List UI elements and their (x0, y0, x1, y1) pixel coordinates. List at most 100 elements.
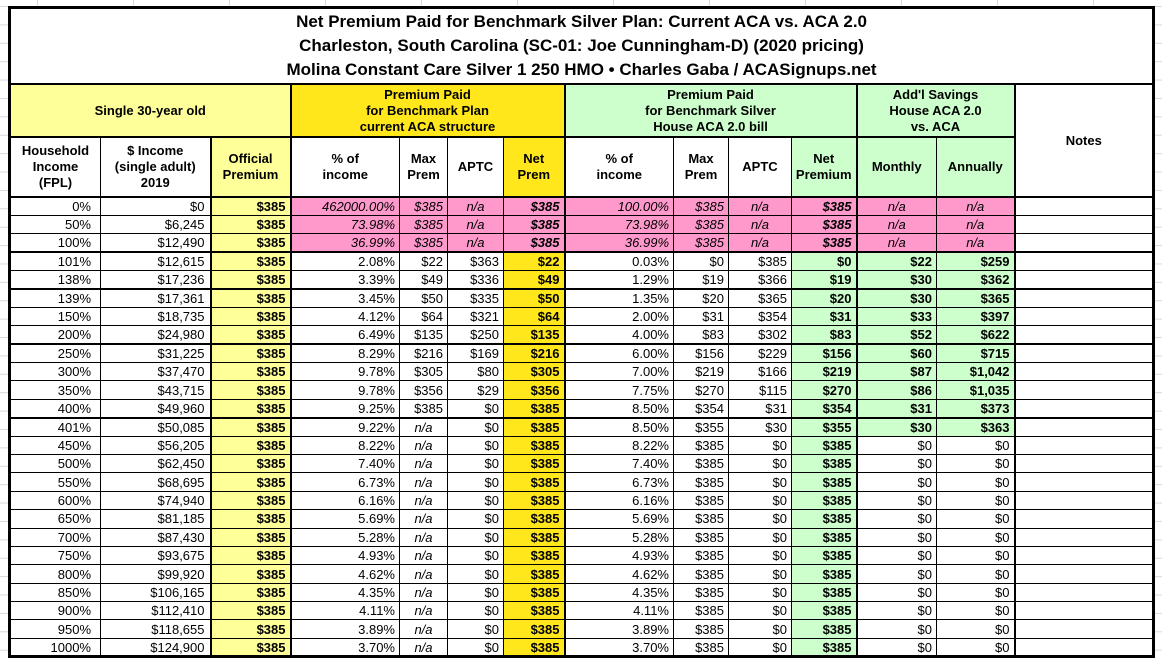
cell-official[interactable]: $385 (209, 398, 291, 419)
cell-note[interactable] (1013, 435, 1155, 455)
cell-b-aptc[interactable]: n/a (728, 214, 792, 235)
cell-a-pct[interactable]: 6.16% (289, 490, 400, 511)
cell-income[interactable]: $12,490 (100, 233, 211, 254)
cell-note[interactable] (1013, 564, 1155, 584)
cell-income[interactable]: $18,735 (100, 306, 211, 327)
cell-b-aptc[interactable]: $0 (728, 490, 792, 511)
cell-fpl[interactable]: 1000% (9, 637, 101, 658)
cell-fpl[interactable]: 101% (9, 251, 101, 272)
cell-b-aptc[interactable]: $0 (728, 564, 792, 584)
col-header-fpl[interactable]: Household Income (FPL) (9, 136, 101, 198)
cell-official[interactable]: $385 (209, 343, 291, 364)
cell-monthly[interactable]: $52 (855, 325, 937, 346)
cell-a-pct[interactable]: 3.89% (289, 619, 400, 639)
cell-monthly[interactable]: $31 (855, 398, 937, 419)
cell-a-net[interactable]: $385 (503, 509, 565, 529)
cell-b-aptc[interactable]: n/a (728, 233, 792, 254)
cell-annually[interactable]: $0 (936, 527, 1015, 547)
cell-a-pct[interactable]: 3.39% (289, 270, 400, 290)
cell-fpl[interactable]: 139% (9, 288, 101, 308)
cell-b-net[interactable]: $385 (791, 637, 857, 658)
cell-b-net[interactable]: $385 (791, 472, 857, 492)
cell-income[interactable]: $49,960 (100, 398, 211, 419)
cell-income[interactable]: $118,655 (100, 619, 211, 639)
cell-b-max[interactable]: $385 (673, 545, 729, 566)
cell-b-aptc[interactable]: $0 (728, 509, 792, 529)
cell-monthly[interactable]: $0 (855, 545, 937, 566)
cell-a-pct[interactable]: 8.29% (289, 343, 400, 364)
cell-fpl[interactable]: 550% (9, 472, 101, 492)
cell-income[interactable]: $17,236 (100, 270, 211, 290)
cell-a-max[interactable]: $385 (399, 233, 448, 254)
cell-a-net[interactable]: $385 (503, 472, 565, 492)
cell-b-net[interactable]: $0 (791, 251, 857, 272)
cell-a-max[interactable]: n/a (399, 472, 448, 492)
cell-b-aptc[interactable]: $229 (728, 343, 792, 364)
cell-annually[interactable]: $0 (936, 435, 1015, 455)
cell-a-net[interactable]: $135 (503, 325, 565, 346)
cell-a-aptc[interactable]: $363 (447, 251, 504, 272)
cell-fpl[interactable]: 600% (9, 490, 101, 511)
cell-note[interactable] (1013, 325, 1155, 346)
cell-b-pct[interactable]: 3.89% (563, 619, 674, 639)
cell-b-net[interactable]: $385 (791, 619, 857, 639)
cell-b-pct[interactable]: 6.16% (563, 490, 674, 511)
cell-a-pct[interactable]: 5.69% (289, 509, 400, 529)
cell-b-max[interactable]: $20 (673, 288, 729, 308)
cell-monthly[interactable]: $0 (855, 601, 937, 621)
cell-b-pct[interactable]: 2.00% (563, 306, 674, 327)
cell-b-aptc[interactable]: n/a (728, 196, 792, 216)
cell-b-aptc[interactable]: $302 (728, 325, 792, 346)
cell-a-aptc[interactable]: $0 (447, 619, 504, 639)
cell-official[interactable]: $385 (209, 509, 291, 529)
cell-b-net[interactable]: $385 (791, 545, 857, 566)
cell-income[interactable]: $81,185 (100, 509, 211, 529)
cell-b-max[interactable]: $385 (673, 233, 729, 254)
cell-a-max[interactable]: n/a (399, 417, 448, 437)
cell-fpl[interactable]: 900% (9, 601, 101, 621)
cell-note[interactable] (1013, 601, 1155, 621)
cell-a-pct[interactable]: 4.35% (289, 582, 400, 603)
cell-a-net[interactable]: $216 (503, 343, 565, 364)
cell-annually[interactable]: $362 (936, 270, 1015, 290)
cell-a-aptc[interactable]: $0 (447, 472, 504, 492)
cell-annually[interactable]: $365 (936, 288, 1015, 308)
cell-monthly[interactable]: $30 (855, 288, 937, 308)
cell-note[interactable] (1013, 398, 1155, 419)
cell-a-max[interactable]: $356 (399, 380, 448, 400)
cell-b-net[interactable]: $354 (791, 398, 857, 419)
cell-a-aptc[interactable]: n/a (447, 233, 504, 254)
cell-monthly[interactable]: $0 (855, 582, 937, 603)
cell-a-pct[interactable]: 8.22% (289, 435, 400, 455)
cell-a-net[interactable]: $385 (503, 527, 565, 547)
cell-b-max[interactable]: $385 (673, 453, 729, 474)
cell-income[interactable]: $31,225 (100, 343, 211, 364)
cell-b-aptc[interactable]: $0 (728, 637, 792, 658)
table-title-cell[interactable]: Net Premium Paid for Benchmark Silver Pl… (8, 7, 1155, 85)
cell-monthly[interactable]: $0 (855, 509, 937, 529)
cell-fpl[interactable]: 138% (9, 270, 101, 290)
cell-note[interactable] (1013, 490, 1155, 511)
col-header-aca-pct-income[interactable]: % of income (289, 136, 400, 198)
cell-monthly[interactable]: $0 (855, 564, 937, 584)
cell-annually[interactable]: $363 (936, 417, 1015, 437)
cell-a-aptc[interactable]: $0 (447, 637, 504, 658)
cell-monthly[interactable]: $0 (855, 472, 937, 492)
cell-income[interactable]: $112,410 (100, 601, 211, 621)
cell-a-net[interactable]: $50 (503, 288, 565, 308)
cell-a-net[interactable]: $385 (503, 435, 565, 455)
cell-official[interactable]: $385 (209, 196, 291, 216)
cell-monthly[interactable]: $22 (855, 251, 937, 272)
cell-b-max[interactable]: $83 (673, 325, 729, 346)
cell-annually[interactable]: $622 (936, 325, 1015, 346)
cell-a-aptc[interactable]: $0 (447, 398, 504, 419)
cell-a-pct[interactable]: 9.78% (289, 362, 400, 382)
cell-fpl[interactable]: 300% (9, 362, 101, 382)
cell-b-aptc[interactable]: $0 (728, 453, 792, 474)
cell-income[interactable]: $74,940 (100, 490, 211, 511)
cell-note[interactable] (1013, 343, 1155, 364)
cell-official[interactable]: $385 (209, 582, 291, 603)
cell-b-net[interactable]: $156 (791, 343, 857, 364)
cell-fpl[interactable]: 450% (9, 435, 101, 455)
cell-b-pct[interactable]: 1.29% (563, 270, 674, 290)
